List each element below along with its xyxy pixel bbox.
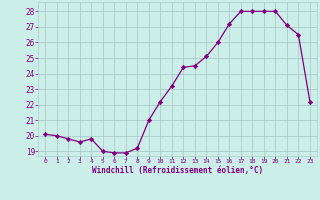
X-axis label: Windchill (Refroidissement éolien,°C): Windchill (Refroidissement éolien,°C) [92,166,263,175]
